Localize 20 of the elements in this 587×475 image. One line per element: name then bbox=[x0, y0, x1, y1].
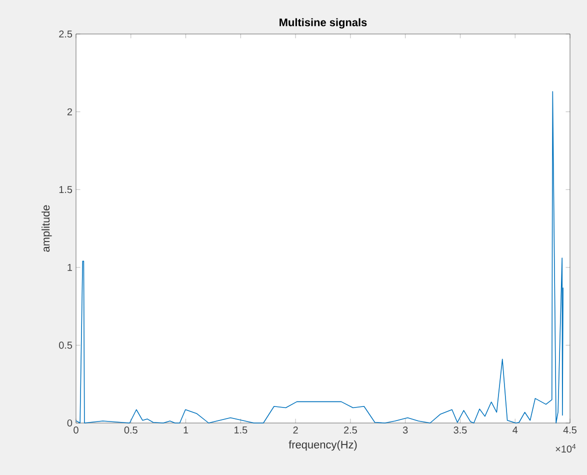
x-tick-label: 2.5 bbox=[344, 426, 357, 434]
y-axis-title: amplitude bbox=[42, 205, 52, 252]
x-tick-label: 0.5 bbox=[124, 426, 138, 434]
text: ×10$^{4}$ bbox=[556, 444, 576, 453]
x-axis-title: frequency(Hz) bbox=[288, 440, 357, 451]
x-tick-label: 0 bbox=[74, 426, 78, 434]
y-tick-label: 2 bbox=[67, 108, 72, 116]
x-tick-label: 1 bbox=[184, 426, 188, 434]
x-tick-label: 3.5 bbox=[454, 426, 467, 434]
y-tick-label: 1.5 bbox=[59, 186, 72, 194]
y-tick-label: 2.5 bbox=[59, 30, 72, 38]
y-tick-label: 0 bbox=[67, 419, 72, 427]
x-tick-label: 4.5 bbox=[563, 426, 577, 434]
x-tick-label: 2 bbox=[293, 426, 298, 434]
x-tick-label: 4 bbox=[512, 426, 518, 434]
y-tick-label: 0.5 bbox=[59, 342, 72, 349]
chart-title: Multisine signals bbox=[280, 18, 367, 29]
y-tick-label: 1 bbox=[68, 264, 72, 271]
x-tick-label: 1.5 bbox=[234, 426, 248, 434]
x-tick-label: 3 bbox=[402, 426, 408, 434]
